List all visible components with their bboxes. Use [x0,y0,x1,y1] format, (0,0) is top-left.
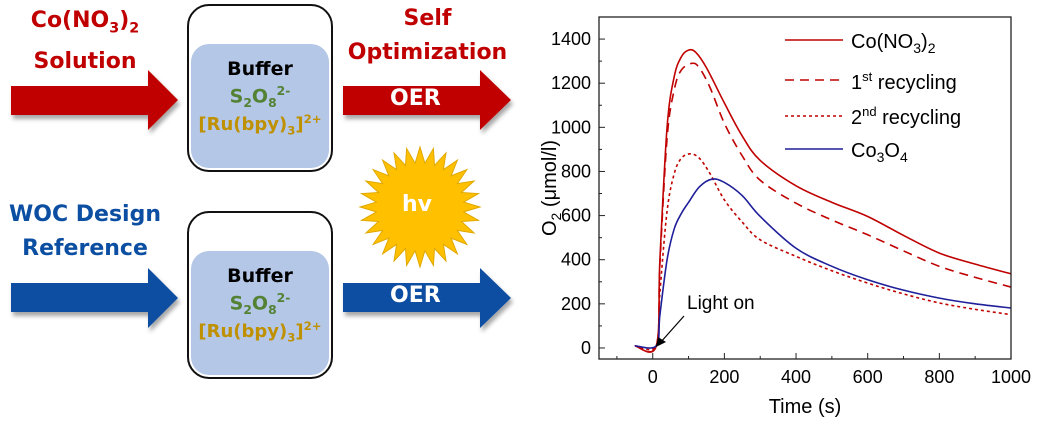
top-input-label: Co(NO3)2 Solution [30,8,140,75]
bottom-input-arrow [11,268,178,328]
x-tick-label: 1000 [991,367,1031,387]
ruthenium-label: [Ru(bpy)3]2+ [198,319,322,345]
y-tick-label: 800 [561,161,591,181]
reaction-vessel-top: Buffer S2O82- [Ru(bpy)3]2+ [187,4,333,172]
top-output-label: Self Optimization [347,6,508,65]
reaction-vessel-bottom: Buffer S2O82- [Ru(bpy)3]2+ [187,211,333,379]
y-tick-label: 1200 [551,73,591,93]
y-tick-label: 600 [561,206,591,226]
top-output-arrow [343,70,511,130]
y-tick-label: 1400 [551,29,591,49]
x-axis-label: Time (s) [769,396,842,418]
buffer-label: Buffer [227,58,293,80]
buffer-label: Buffer [227,265,293,287]
bottom-output-arrow [343,268,511,328]
sun-label: hv [402,192,433,217]
top-oer-label: OER [390,86,441,111]
buffer-solution-top: Buffer S2O82- [Ru(bpy)3]2+ [191,44,329,168]
bottom-input-label: WOC Design Reference [8,202,161,261]
plot-frame [598,16,1012,360]
light-on-arrow [656,315,685,347]
light-on-annotation: Light on [687,293,755,314]
series-line-3 [634,178,1012,349]
legend-label-1st-recycling: 1st recycling [851,69,957,94]
series-line-1 [634,62,1012,353]
y-tick-label: 1000 [551,117,591,137]
series-line-2 [634,152,1012,351]
ruthenium-label: [Ru(bpy)3]2+ [198,112,322,138]
legend-label-co-no3: Co(NO3)2 [851,31,936,56]
buffer-solution-bottom: Buffer S2O82- [Ru(bpy)3]2+ [191,251,329,375]
x-tick-label: 600 [853,367,883,387]
x-tick-label: 200 [709,367,739,387]
bottom-oer-label: OER [390,283,441,308]
legend-label-co3o4: Co3O4 [851,140,908,165]
y-axis-label: O2 (μmol/l) [539,140,564,236]
x-tick-label: 400 [781,367,811,387]
legend: Co(NO3)2 1st recycling 2nd recycling Co3… [785,31,961,165]
y-tick-label: 400 [561,250,591,270]
x-tick-label: 0 [648,367,658,387]
series-line-0 [634,48,1012,353]
persulfate-label: S2O82- [229,84,291,111]
y-tick-label: 0 [581,338,591,358]
sun-icon [358,145,482,269]
x-tick-label: 800 [924,367,954,387]
y-tick-label: 200 [561,294,591,314]
top-input-arrow [11,70,178,130]
diagram-arrows [11,70,511,328]
legend-label-2nd-recycling: 2nd recycling [851,104,961,129]
persulfate-label: S2O82- [229,291,291,318]
